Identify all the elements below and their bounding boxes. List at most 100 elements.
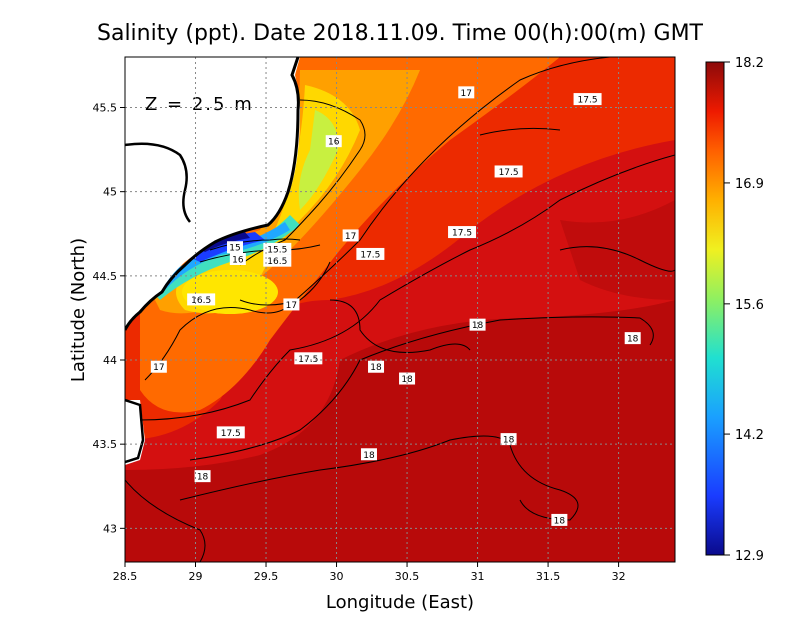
contour-label-box <box>294 352 323 365</box>
x-axis-title: Longitude (East) <box>326 592 474 613</box>
contour-label: 16.5 <box>263 254 292 267</box>
contour-label-box <box>624 332 641 345</box>
y-axis-title: Latitude (North) <box>68 238 89 382</box>
x-tick-label: 31.5 <box>536 570 561 583</box>
southern-coastline <box>125 398 145 464</box>
coastline <box>125 57 300 331</box>
colorbar-tick-label: 15.6 <box>735 298 764 313</box>
plot-frame <box>124 56 676 563</box>
contour-label-text: 16.5 <box>267 257 287 267</box>
salinity-field <box>125 57 675 562</box>
contour-label-text: 18 <box>197 473 209 483</box>
colorbar-tick-label: 14.2 <box>735 428 764 443</box>
contour-label: 18 <box>551 513 568 526</box>
contour-label: 17 <box>342 229 359 242</box>
contour-label-text: 15.5 <box>267 245 287 255</box>
contour-label-box <box>356 247 385 260</box>
contour-label: 17.5 <box>448 226 477 239</box>
x-tick-label: 28.5 <box>113 570 138 583</box>
contour-label-text: 18 <box>627 335 639 345</box>
contour-label-box <box>187 293 216 306</box>
x-tick-label: 31 <box>471 570 485 583</box>
contour-label-text: 18 <box>370 363 382 373</box>
contour-label: 15 <box>227 241 243 254</box>
x-tick-label: 32 <box>612 570 626 583</box>
contour-label-text: 18 <box>554 516 566 526</box>
contour-label-text: 17 <box>345 232 356 242</box>
contour-label: 17 <box>150 360 167 373</box>
contour-label: 17 <box>458 86 475 99</box>
contour-label-text: 17.5 <box>578 96 598 106</box>
contour-label-box <box>368 360 385 373</box>
contour-label-box <box>216 426 245 439</box>
contour-label-box <box>263 242 292 255</box>
contour-label-box <box>360 448 377 461</box>
colorbar-ticks: 18.2 16.9 15.6 14.2 12.9 <box>724 56 764 564</box>
contour-label: 18 <box>194 470 211 483</box>
lake-shore <box>125 142 191 223</box>
contour-label-box <box>283 298 300 311</box>
contour-label-box <box>469 318 486 331</box>
contour-label-text: 18 <box>363 451 375 461</box>
contour-label: 17.5 <box>573 93 602 106</box>
colorbar <box>705 61 725 556</box>
contour-label-text: 18 <box>472 321 484 331</box>
contour-labels: 17 17.5 16 17.5 17.5 17 15 15.5 16 16.5 17.5 16.5 17… <box>150 86 641 526</box>
contour-label: 18 <box>360 448 377 461</box>
contour-label-text: 17 <box>286 301 297 311</box>
x-tick-label: 29.5 <box>254 570 279 583</box>
colorbar-tick-label: 12.9 <box>735 549 764 564</box>
contour-label-text: 17.5 <box>298 355 318 365</box>
contour-label-box <box>551 513 568 526</box>
contour-label: 16 <box>325 135 342 148</box>
contour-label-box <box>342 229 359 242</box>
contour-label-box <box>194 470 211 483</box>
contour-label-text: 17 <box>153 363 164 373</box>
contour-label: 18 <box>368 360 385 373</box>
x-tick-label: 30 <box>330 570 344 583</box>
contour-label-text: 16 <box>328 138 340 148</box>
x-tick-label: 30.5 <box>395 570 420 583</box>
contour-label: 18 <box>624 332 641 345</box>
depth-label: Z = 2.5 m <box>145 94 254 115</box>
contour-label: 17.5 <box>494 165 523 178</box>
x-tick-label: 29 <box>189 570 203 583</box>
colorbar-tick-label: 18.2 <box>735 56 764 71</box>
contour-label-text: 16 <box>232 256 244 266</box>
contour-label-text: 18 <box>503 436 515 446</box>
contour-label-text: 17 <box>461 89 472 99</box>
contour-label-text: 15 <box>229 244 240 254</box>
contour-label: 18 <box>500 433 517 446</box>
contour-label-text: 17.5 <box>499 168 519 178</box>
contour-label-box <box>573 93 602 106</box>
contour-label-box <box>150 360 167 373</box>
y-tick-label: 43.5 <box>93 438 118 451</box>
contour-label-box <box>227 241 243 254</box>
contour-label-box <box>500 433 517 446</box>
contour-label-box <box>325 135 342 148</box>
contour-label-box <box>494 165 523 178</box>
map-title: Salinity (ppt). Date 2018.11.09. Time 00… <box>97 21 704 46</box>
y-tick-label: 44 <box>103 354 117 367</box>
contour-label: 17.5 <box>356 247 385 260</box>
y-tick-label: 44.5 <box>93 270 118 283</box>
colorbar-tick-label: 16.9 <box>735 177 764 192</box>
y-axis-ticks: 43 43.5 44 44.5 45 45.5 <box>93 102 125 535</box>
contour-label-text: 17.5 <box>360 250 380 260</box>
x-axis-ticks: 28.5 29 29.5 30 30.5 31 31.5 32 <box>113 562 626 583</box>
contour-label-box <box>448 226 477 239</box>
grid-lines <box>125 57 675 562</box>
contour-label-box <box>263 254 292 267</box>
contour-label: 17 <box>283 298 300 311</box>
contour-label: 16.5 <box>187 293 216 306</box>
contour-label: 15.5 <box>263 242 292 255</box>
contour-label-box <box>458 86 475 99</box>
contour-label-text: 17.5 <box>221 429 241 439</box>
contour-label-text: 18 <box>401 375 413 385</box>
contour-lines <box>125 57 675 562</box>
contour-label-box <box>229 253 246 265</box>
contour-label: 18 <box>469 318 486 331</box>
y-tick-label: 45 <box>103 186 117 199</box>
contour-label: 16 <box>229 253 246 266</box>
